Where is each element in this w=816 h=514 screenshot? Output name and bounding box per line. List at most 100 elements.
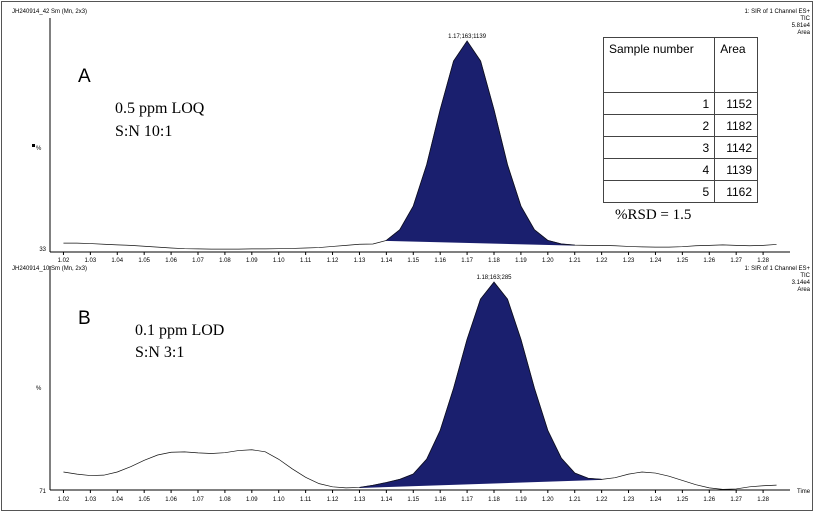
peak-area: [359, 281, 602, 488]
x-tick-label: 1.02: [58, 497, 70, 503]
x-tick-label: 1.20: [542, 497, 554, 503]
table-cell: 5: [602, 180, 716, 203]
x-tick-label: 1.16: [434, 497, 446, 503]
header-right: 1: SIR of 1 Channel ES+: [744, 9, 810, 15]
header-right: TIC: [800, 273, 810, 279]
x-tick-label: 1.09: [246, 497, 258, 503]
x-tick-label: 1.07: [192, 258, 204, 264]
x-tick-label: 1.24: [650, 497, 662, 503]
x-tick-label: 1.19: [515, 497, 527, 503]
note: S:N 3:1: [135, 344, 184, 361]
table-row: 5 1162: [602, 180, 758, 203]
x-tick-label: 1.27: [730, 497, 742, 503]
x-tick-label: 1.26: [703, 497, 715, 503]
header-left: JH240914_42 Sm (Mn, 2x3): [12, 9, 87, 15]
header-right: 1: SIR of 1 Channel ES+: [744, 266, 810, 272]
x-tick-label: 1.09: [246, 258, 258, 264]
x-tick-label: 1.17: [461, 497, 473, 503]
x-tick-label: 1.11: [300, 497, 312, 503]
x-tick-label: 1.06: [165, 258, 177, 264]
peak-label: 1.18;163;285: [476, 275, 512, 281]
table-cell: 1182: [714, 114, 758, 137]
panel-label: B: [78, 308, 91, 329]
trace-line: [63, 281, 777, 490]
x-tick-label: 1.04: [111, 258, 123, 264]
y-label: %: [36, 386, 42, 392]
column-header: Sample number: [602, 37, 716, 93]
x-tick-label: 1.04: [111, 497, 123, 503]
x-tick-label: 1.25: [677, 497, 689, 503]
x-tick-label: 1.21: [569, 497, 581, 503]
panel-label: A: [78, 66, 91, 87]
x-tick-label: 1.16: [434, 258, 446, 264]
table-cell: 1152: [714, 92, 758, 115]
x-tick-label: 1.14: [381, 497, 393, 503]
x-tick-label: 1.12: [327, 497, 339, 503]
table-row: 1 1152: [602, 92, 758, 115]
table-row: 4 1139: [602, 158, 758, 181]
table-cell: 1142: [714, 136, 758, 159]
x-tick-label: 1.05: [138, 497, 150, 503]
x-tick-label: 1.23: [623, 258, 635, 264]
x-tick-label: 1.08: [219, 258, 231, 264]
area-table: Sample number Area 1 1152 2 1182 3 1142 4 1139 5 1…: [602, 37, 758, 203]
table-cell: 1162: [714, 180, 758, 203]
header-right: Area: [797, 287, 810, 293]
x-tick-label: 1.07: [192, 497, 204, 503]
table-row: 3 1142: [602, 136, 758, 159]
x-tick-label: 1.25: [677, 258, 689, 264]
x-tick-label: 1.24: [650, 258, 662, 264]
y-bottom-label: 33: [39, 247, 46, 253]
table-cell: 3: [602, 136, 716, 159]
x-tick-label: 1.13: [354, 497, 366, 503]
x-tick-label: 1.21: [569, 258, 581, 264]
x-tick-label: 1.10: [273, 258, 285, 264]
x-tick-label: 1.12: [327, 258, 339, 264]
x-tick-label: 1.06: [165, 497, 177, 503]
x-tick-label: 1.03: [85, 258, 97, 264]
x-tick-label: 1.22: [596, 497, 608, 503]
x-tick-label: 1.11: [300, 258, 312, 264]
x-label: Time: [797, 489, 811, 495]
x-tick-label: 1.28: [757, 258, 769, 264]
x-tick-label: 1.22: [596, 258, 608, 264]
x-tick-label: 1.03: [85, 497, 97, 503]
x-tick-label: 1.19: [515, 258, 527, 264]
x-tick-label: 1.13: [354, 258, 366, 264]
header-right: 3.14e4: [792, 280, 811, 286]
header-left: JH240914_10 Sm (Mn, 2x3): [12, 266, 87, 272]
x-tick-label: 1.14: [381, 258, 393, 264]
y-bottom-label: 71: [39, 489, 46, 495]
x-tick-label: 1.15: [407, 497, 419, 503]
x-tick-label: 1.27: [730, 258, 742, 264]
x-tick-label: 1.08: [219, 497, 231, 503]
note: 0.1 ppm LOD: [135, 322, 224, 339]
table-header: Sample number Area: [602, 37, 758, 93]
note: S:N 10:1: [115, 123, 172, 140]
x-tick-label: 1.23: [623, 497, 635, 503]
header-right: Area: [797, 30, 810, 36]
peak-label: 1.17;163;1139: [448, 34, 487, 40]
x-tick-label: 1.02: [58, 258, 70, 264]
x-tick-label: 1.17: [461, 258, 473, 264]
table-cell: 2: [602, 114, 716, 137]
header-right: TIC: [800, 16, 810, 22]
trace-line: [63, 40, 777, 250]
peak-area: [384, 40, 575, 246]
x-tick-label: 1.28: [757, 497, 769, 503]
x-tick-label: 1.05: [138, 258, 150, 264]
x-tick-label: 1.18: [488, 258, 500, 264]
note: 0.5 ppm LOQ: [115, 100, 205, 117]
marker: [32, 144, 35, 147]
x-tick-label: 1.20: [542, 258, 554, 264]
column-header: Area: [714, 37, 758, 93]
x-tick-label: 1.15: [407, 258, 419, 264]
header-right: 5.81e4: [792, 23, 811, 29]
x-tick-label: 1.18: [488, 497, 500, 503]
y-label: %: [36, 146, 42, 152]
x-tick-label: 1.26: [703, 258, 715, 264]
table-cell: 1139: [714, 158, 758, 181]
x-tick-label: 1.10: [273, 497, 285, 503]
